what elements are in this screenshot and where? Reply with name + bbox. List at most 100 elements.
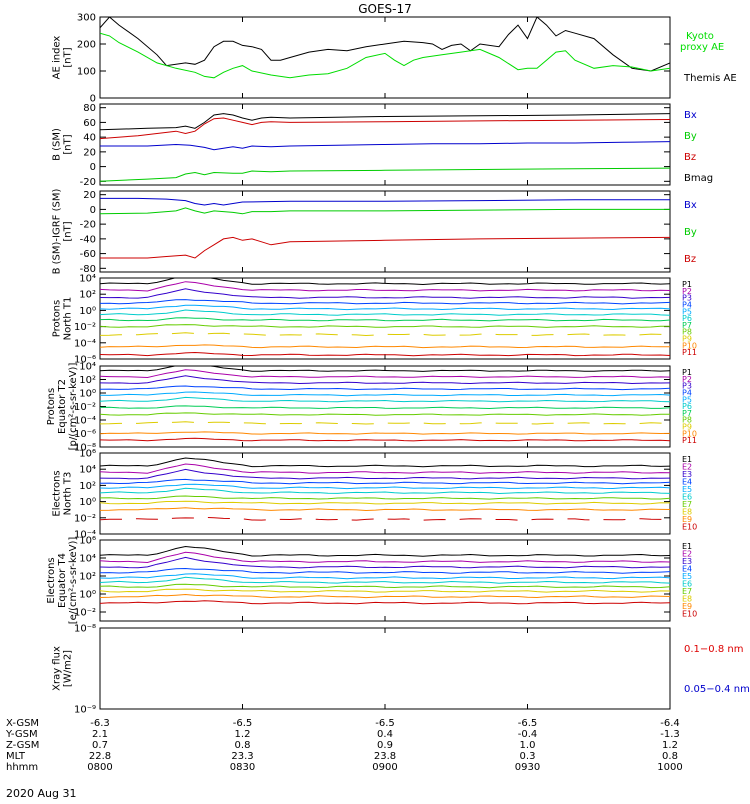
y-axis-label-line: Electrons (46, 557, 57, 603)
channel-line-p6 (100, 309, 670, 316)
panel-frame (99, 365, 671, 448)
channel-line-p4 (100, 299, 670, 305)
series-line-by (100, 207, 670, 215)
y-tick-label: 10² (79, 290, 96, 301)
y-axis-label-line: Protons (52, 300, 63, 337)
legend-channel-p2: P2 (682, 375, 692, 384)
y-tick-label: 10² (79, 572, 96, 583)
ephemeris-value-mlt: 0.3 (520, 751, 536, 762)
y-tick-label: 0 (90, 205, 96, 216)
y-tick-label: 60 (83, 118, 96, 129)
y-tick-label: 10⁻² (74, 608, 96, 619)
legend-channel-p7: P7 (682, 409, 692, 418)
legend-db-bz: Bz (684, 254, 696, 265)
ephemeris-row-label: hhmm (6, 762, 38, 773)
y-tick-label: 10⁻² (74, 322, 96, 333)
legend-b-bz: Bz (684, 152, 696, 163)
legend-themis: Themis AE (683, 73, 737, 84)
ephemeris-value-ygsm: 2.1 (92, 729, 108, 740)
legend-kyoto-line1: Kyoto (686, 31, 714, 42)
y-tick-label: 10⁶ (79, 536, 96, 547)
y-axis-label-line: [nT] (63, 221, 74, 241)
y-tick-label: 10⁻⁶ (74, 355, 96, 366)
y-tick-label: 10⁰ (79, 306, 96, 317)
ephemeris-value-ygsm: 0.4 (377, 729, 393, 740)
series-line-by (100, 167, 670, 182)
channel-line-p9 (100, 332, 670, 337)
y-tick-label: 100 (77, 67, 96, 78)
panel-frame (99, 190, 671, 273)
legend-b-by: By (684, 131, 697, 142)
legend-channel-p6: P6 (682, 314, 692, 323)
legend-channel-e9: E9 (682, 515, 692, 524)
channel-line-e7 (100, 495, 670, 500)
y-tick-label: 10⁻⁸ (74, 443, 96, 454)
legend-channel-p11: P11 (682, 436, 697, 445)
channel-line-p11 (100, 351, 670, 357)
channel-line-e4 (100, 567, 670, 574)
y-tick-label: 10⁴ (79, 554, 96, 565)
channel-line-e9 (100, 593, 670, 599)
ephemeris-value-xgsm: -6.4 (660, 718, 680, 729)
y-axis-label: ProtonsEquator T2[p/(cm²-s-sr-keV)] (46, 363, 79, 451)
legend-channel-p8: P8 (682, 416, 692, 425)
ephemeris-value-mlt: 0.8 (662, 751, 678, 762)
legend-channel-e10: E10 (682, 523, 697, 532)
ephemeris-row-label: Y-GSM (5, 729, 38, 740)
y-tick-label: 10² (79, 481, 96, 492)
ephemeris-value-zgsm: 1.2 (662, 740, 678, 751)
y-tick-label: 10⁰ (79, 389, 96, 400)
channel-line-e1 (100, 545, 670, 557)
legend-channel-p10: P10 (682, 429, 697, 438)
y-tick-label: 200 (77, 40, 96, 51)
legend-channel-e8: E8 (682, 508, 692, 517)
y-tick-label: -60 (80, 249, 96, 260)
y-axis-label-line: Xray flux (52, 646, 63, 691)
y-tick-label: 10⁴ (79, 274, 96, 285)
y-tick-label: 0 (90, 94, 96, 105)
series-line-bz (100, 236, 670, 259)
panel-p2: 10⁻⁸10⁻⁶10⁻⁴10⁻²10⁰10²10⁴ProtonsEquator … (46, 362, 697, 454)
panel-frame (99, 16, 671, 99)
legend-channel-e3: E3 (682, 470, 692, 479)
legend-channel-e7: E7 (682, 587, 692, 596)
ephemeris-value-xgsm: -6.5 (518, 718, 538, 729)
channel-line-p2 (100, 281, 670, 292)
legend-channel-p7: P7 (682, 321, 692, 330)
y-axis-label-line: North T1 (63, 297, 74, 341)
y-axis-label-line: Equator T2 (57, 379, 68, 434)
ephemeris-value-hhmm: 0830 (230, 762, 255, 773)
y-tick-label: -20 (80, 177, 96, 188)
channel-line-p10 (100, 431, 670, 435)
y-tick-label: 10⁻⁴ (74, 338, 96, 349)
panel-frame (99, 452, 671, 535)
ephemeris-value-hhmm: 0900 (372, 762, 397, 773)
legend-channel-p8: P8 (682, 328, 692, 337)
channel-line-e9 (100, 507, 670, 512)
y-tick-label: 10⁻⁹ (74, 705, 96, 716)
ephemeris-value-xgsm: -6.3 (90, 718, 110, 729)
y-axis-label: ProtonsNorth T1 (52, 297, 74, 341)
legend-channel-e7: E7 (682, 500, 692, 509)
panel-dbigrf: -80 -60 -40 -20 0 20 B (SM)-IGRF (SM)[nT] Bx By B… (52, 189, 697, 275)
channel-line-p8 (100, 412, 670, 416)
channel-line-p2 (100, 369, 670, 379)
y-axis-label: B (SM)-IGRF (SM)[nT] (52, 189, 74, 275)
y-axis-label-line: AE index (52, 36, 63, 80)
legend-channel-p4: P4 (682, 388, 692, 397)
channel-line-p10 (100, 344, 670, 349)
y-tick-label: 10⁴ (79, 465, 96, 476)
channel-line-e3 (100, 556, 670, 569)
y-tick-label: 10⁰ (79, 590, 96, 601)
legend-channel-p6: P6 (682, 402, 692, 411)
legend-channel-p5: P5 (682, 307, 692, 316)
channel-line-p7 (100, 317, 670, 322)
y-tick-label: 80 (83, 103, 96, 114)
series-line-bx (100, 197, 670, 206)
series-line-bz (100, 117, 670, 140)
legend-channel-p3: P3 (682, 294, 692, 303)
